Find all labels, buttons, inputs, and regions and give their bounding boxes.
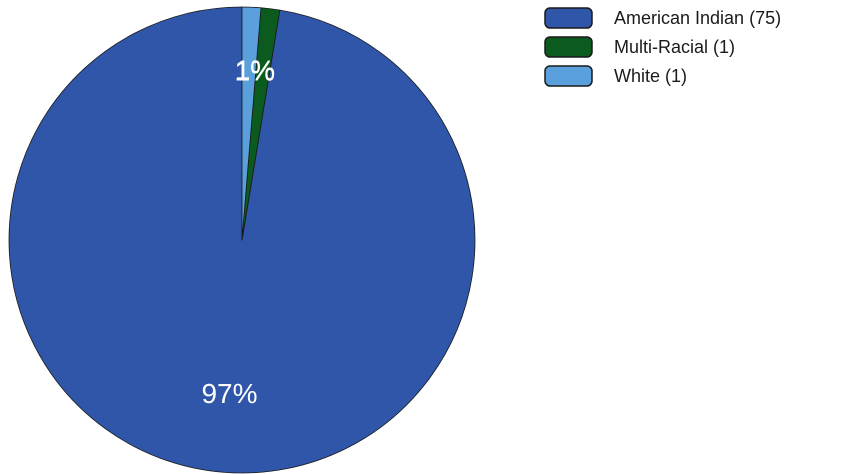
pie-slices [8, 6, 476, 474]
pie-slice-label-1: 1% [235, 56, 275, 87]
pie-slice-label-2: 1% [235, 55, 275, 86]
legend: American Indian (75) Multi-Racial (1) Whit… [544, 7, 781, 87]
pie-labels: 97%1%1% [201, 55, 275, 409]
legend-swatch-2 [544, 65, 593, 87]
legend-swatch-1 [544, 36, 593, 58]
pie-slice-label-0: 97% [201, 378, 257, 409]
legend-label-2: White (1) [614, 66, 687, 86]
legend-label-0: American Indian (75) [614, 8, 781, 28]
pie-slice-2 [241, 6, 262, 241]
legend-swatch-0 [544, 7, 593, 29]
legend-label-1: Multi-Racial (1) [614, 37, 735, 57]
